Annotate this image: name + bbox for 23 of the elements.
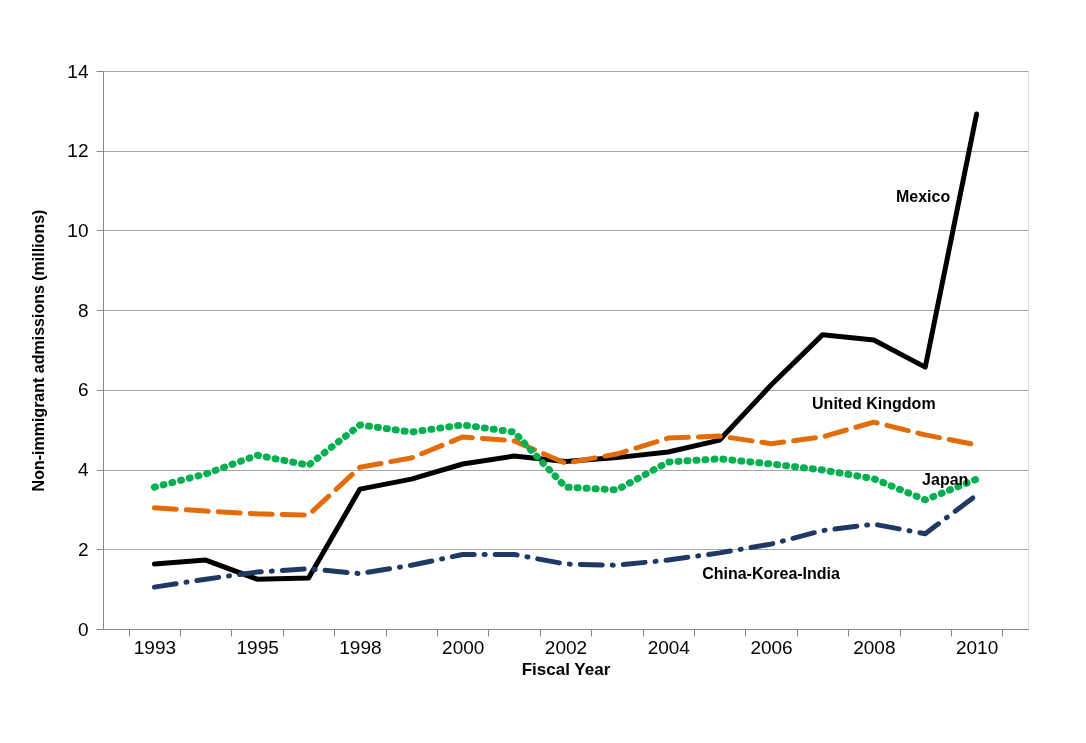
y-tick-label: 0: [77, 618, 89, 640]
series-label: China-Korea-India: [702, 565, 841, 583]
y-tick-label: 2: [77, 538, 89, 560]
y-tick-label: 14: [67, 60, 89, 82]
x-tick-label: 2000: [442, 636, 485, 658]
series-label: Mexico: [895, 188, 951, 206]
x-tick-label: 2002: [544, 636, 588, 658]
x-tick-label: 2010: [955, 636, 999, 658]
x-axis-title: Fiscal Year: [521, 659, 611, 679]
x-tick-label: 1995: [236, 636, 279, 658]
y-tick-label: 12: [67, 140, 89, 162]
y-axis-title: Non-immigrant admissions (millions): [30, 209, 48, 492]
x-tick-label: 1998: [339, 636, 382, 658]
series-label: Japan: [922, 470, 969, 488]
series-label: United Kingdom: [812, 395, 936, 413]
y-tick-label: 10: [67, 219, 89, 241]
y-tick-label: 4: [77, 459, 89, 481]
x-tick-label: 2004: [647, 636, 691, 658]
x-tick-label: 2006: [750, 636, 793, 658]
y-tick-label: 6: [77, 379, 89, 401]
x-tick-label: 1993: [133, 636, 177, 658]
y-tick-label: 8: [77, 299, 89, 321]
x-tick-label: 2008: [853, 636, 896, 658]
